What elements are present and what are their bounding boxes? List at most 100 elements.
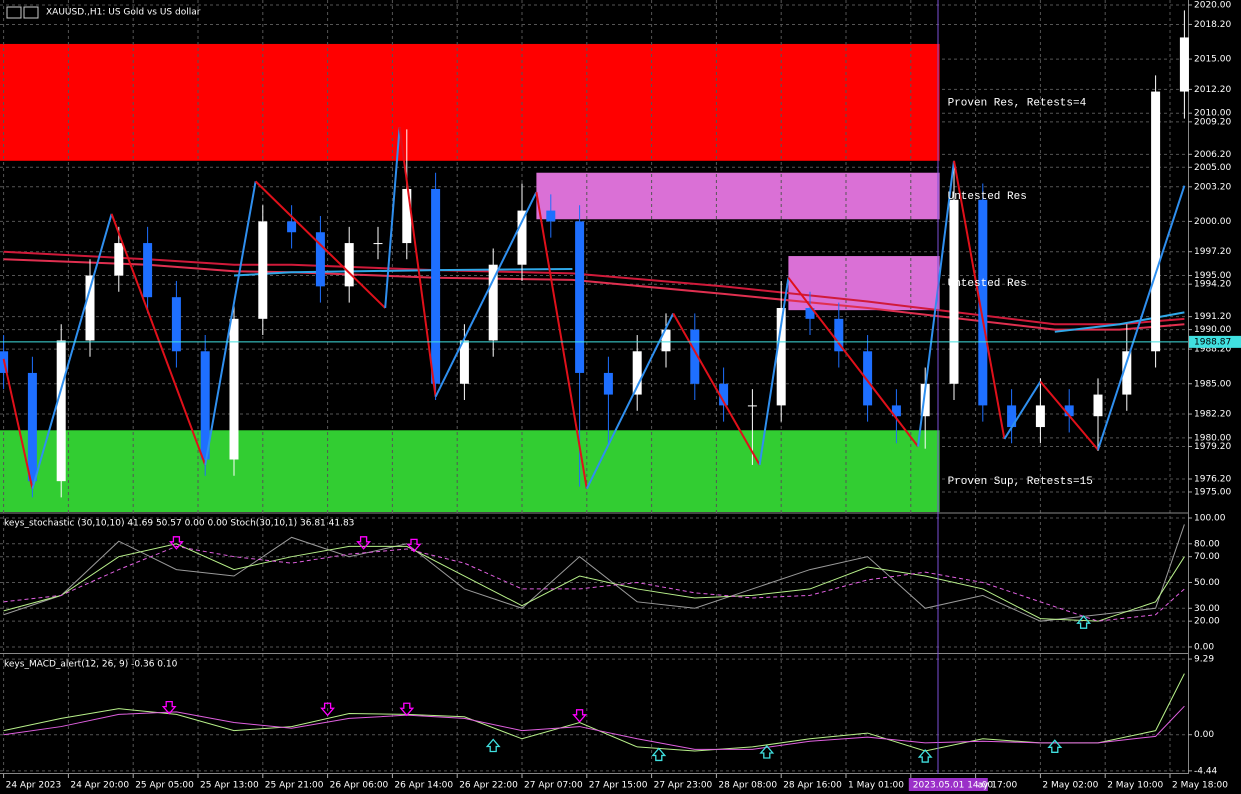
signal-arrow	[759, 744, 775, 759]
signal-arrow	[320, 702, 336, 717]
candle-body	[1122, 351, 1132, 395]
candle-body	[459, 340, 469, 384]
y-tick-label: 1976.20	[1194, 474, 1231, 484]
zigzag-segment	[2, 358, 34, 489]
candle-body	[1035, 405, 1045, 428]
candle-body	[891, 405, 901, 417]
y-tick-label: 2005.00	[1194, 163, 1231, 173]
y-tick-label: 1991.20	[1194, 312, 1231, 322]
candle-body	[776, 308, 786, 406]
zigzag-segment	[110, 213, 207, 466]
candle-body	[1093, 394, 1103, 417]
signal-arrow	[168, 536, 184, 550]
zone-label: Untested Res	[948, 278, 1027, 290]
current-price-box	[1189, 335, 1241, 348]
candle-body	[85, 275, 95, 341]
chart-icon	[6, 6, 39, 19]
y-tick-label: 20.00	[1194, 617, 1220, 627]
zigzag-segment	[758, 277, 790, 466]
y-tick-label: 1985.00	[1194, 379, 1231, 389]
y-tick-label: 100.00	[1194, 513, 1226, 523]
candle-body	[1179, 37, 1189, 92]
zigzag-segment	[585, 312, 675, 490]
y-tick-label: 2010.00	[1194, 109, 1231, 119]
indicator-line	[3, 673, 1185, 752]
zone	[0, 430, 940, 512]
signal-arrow	[406, 538, 422, 553]
zigzag-segment	[204, 181, 257, 466]
zigzag-segment	[254, 180, 386, 309]
candle-body	[402, 188, 412, 244]
y-tick-label: 0.00	[1194, 642, 1214, 652]
y-tick-label: -4.44	[1194, 766, 1218, 776]
x-tick-label: 25 Apr 21:00	[265, 781, 324, 791]
zigzag-segment	[1039, 380, 1099, 451]
y-tick-label: 2000.00	[1194, 217, 1231, 227]
zigzag-segment	[953, 160, 1006, 440]
y-tick-label: 2003.20	[1194, 182, 1231, 192]
indicator-line	[3, 524, 1185, 622]
signal-arrow	[651, 747, 667, 762]
zone-label: Untested Res	[948, 191, 1027, 203]
zigzag-segment	[434, 191, 538, 398]
zone-label: Proven Sup, Retests=15	[948, 476, 1093, 488]
candle-body	[546, 210, 556, 222]
x-tick-label: 25 Apr 13:00	[200, 781, 259, 791]
candle-body	[114, 243, 124, 276]
x-tick-label: ay 17:00	[978, 781, 1018, 791]
candle-body	[287, 221, 297, 233]
candle-body	[517, 210, 527, 265]
x-tick-label: 25 Apr 05:00	[135, 781, 194, 791]
candle-body	[315, 232, 325, 287]
x-tick-label: 1 May 01:00	[848, 781, 904, 791]
zigzag-segment	[917, 160, 955, 447]
zigzag-segment	[384, 127, 401, 309]
candle-body	[258, 221, 268, 319]
candle-body	[834, 318, 844, 352]
y-tick-label: 2006.20	[1194, 150, 1231, 160]
x-tick-label: 2023.05.01 14:00	[913, 781, 994, 791]
y-tick-label: 2009.20	[1194, 117, 1231, 127]
candle-body	[488, 264, 498, 341]
y-tick-label: 9.29	[1194, 655, 1214, 665]
y-tick-label: 2012.20	[1194, 85, 1231, 95]
indicator-line	[3, 705, 1185, 750]
y-tick-label: 30.00	[1194, 604, 1220, 614]
panel-title: keys_stochastic (30,10,10) 41.69 50.57 0…	[4, 519, 354, 529]
y-tick-label: 70.00	[1194, 552, 1220, 562]
x-tick-label: 27 Apr 07:00	[524, 781, 583, 791]
x-tick-label: 26 Apr 22:00	[459, 781, 518, 791]
x-tick-label: 24 Apr 2023	[6, 781, 62, 791]
y-tick-label: 1988.20	[1194, 345, 1231, 355]
x-tick-label: 2 May 10:00	[1107, 781, 1163, 791]
candle-body	[143, 243, 153, 298]
candle-body	[1064, 405, 1074, 417]
signal-arrow	[1047, 739, 1063, 753]
y-tick-label: 1975.00	[1194, 487, 1231, 497]
signal-arrow	[485, 738, 501, 753]
signal-arrow	[399, 702, 415, 717]
zigzag-segment	[787, 277, 919, 448]
y-tick-label: 1979.20	[1194, 442, 1231, 452]
candle-body	[747, 405, 757, 407]
candle-body	[949, 199, 959, 384]
zigzag-segment	[535, 192, 588, 489]
candle-body	[373, 243, 383, 245]
y-tick-label: 1990.00	[1194, 325, 1231, 335]
y-tick-label: 50.00	[1194, 578, 1220, 588]
moving-average	[3, 250, 1185, 326]
y-tick-label: 2018.20	[1194, 20, 1231, 30]
x-tick-label: 26 Apr 06:00	[330, 781, 389, 791]
candle-body	[56, 340, 66, 482]
x-tick-label: 2 May 02:00	[1042, 781, 1098, 791]
x-tick-highlight	[908, 778, 988, 791]
x-tick-label: 26 Apr 14:00	[394, 781, 453, 791]
y-tick-label: 1995.00	[1194, 271, 1231, 281]
y-tick-label: 1980.00	[1194, 433, 1231, 443]
candle-body	[863, 351, 873, 406]
candle-body	[661, 329, 671, 352]
zigzag-segment	[1097, 185, 1186, 451]
plot-layer	[0, 0, 1188, 774]
indicator-line	[3, 545, 1185, 622]
candle-body	[690, 329, 700, 384]
